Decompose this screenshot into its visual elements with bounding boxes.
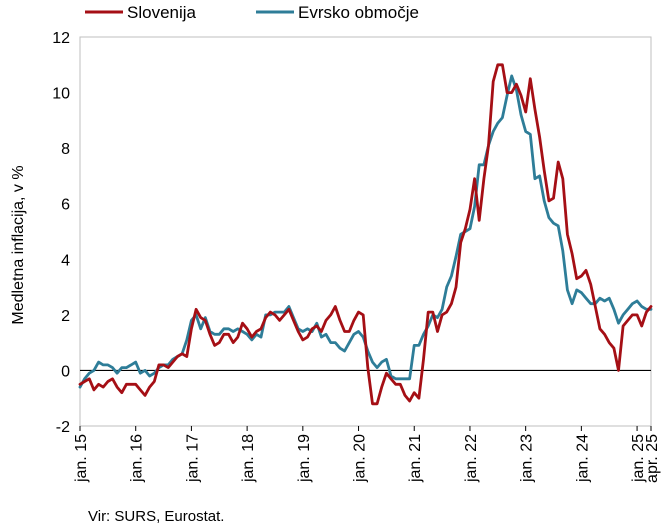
series-layer xyxy=(78,63,653,406)
x-tick-label: jan. 24 xyxy=(574,434,591,483)
y-tick-label: -2 xyxy=(56,419,70,436)
y-tick-label: 8 xyxy=(61,141,70,158)
legend: Slovenija Evrsko območje xyxy=(85,3,419,22)
y-tick-label: 10 xyxy=(52,86,70,103)
y-tick-label: 2 xyxy=(61,308,70,325)
legend-label: Evrsko območje xyxy=(298,3,419,22)
y-tick-label: 4 xyxy=(61,252,70,269)
x-tick-label: jan. 21 xyxy=(407,434,424,483)
x-axis-ticks: jan. 15 jan. 16 jan. 17 jan. 18 jan. 19 jan. … xyxy=(73,426,661,483)
y-axis-ticks: -2 0 2 4 6 8 10 12 xyxy=(52,30,70,436)
y-tick-label: 0 xyxy=(61,363,70,380)
x-tick-label: jan. 20 xyxy=(352,434,369,483)
plot-frame xyxy=(79,36,652,427)
x-tick-label: jan. 16 xyxy=(129,434,146,483)
x-tick-label: jan. 22 xyxy=(463,434,480,483)
x-tick-label: jan. 19 xyxy=(296,434,313,483)
x-tick-label: jan. 25 xyxy=(630,434,647,483)
x-tick-label: jan. 17 xyxy=(184,434,201,483)
y-tick-label: 12 xyxy=(52,30,70,47)
x-tick-label: jan. 15 xyxy=(73,434,90,483)
series-line-1 xyxy=(78,63,653,406)
y-tick-label: 6 xyxy=(61,197,70,214)
x-tick-label: jan. 23 xyxy=(519,434,536,483)
x-tick-label: apr. 25 xyxy=(644,434,661,483)
legend-label: Slovenija xyxy=(127,3,197,22)
y-axis-label: Medletna inflacija, v % xyxy=(10,165,27,324)
x-tick-label: jan. 18 xyxy=(240,434,257,483)
source-note: Vir: SURS, Eurostat. xyxy=(88,508,225,525)
